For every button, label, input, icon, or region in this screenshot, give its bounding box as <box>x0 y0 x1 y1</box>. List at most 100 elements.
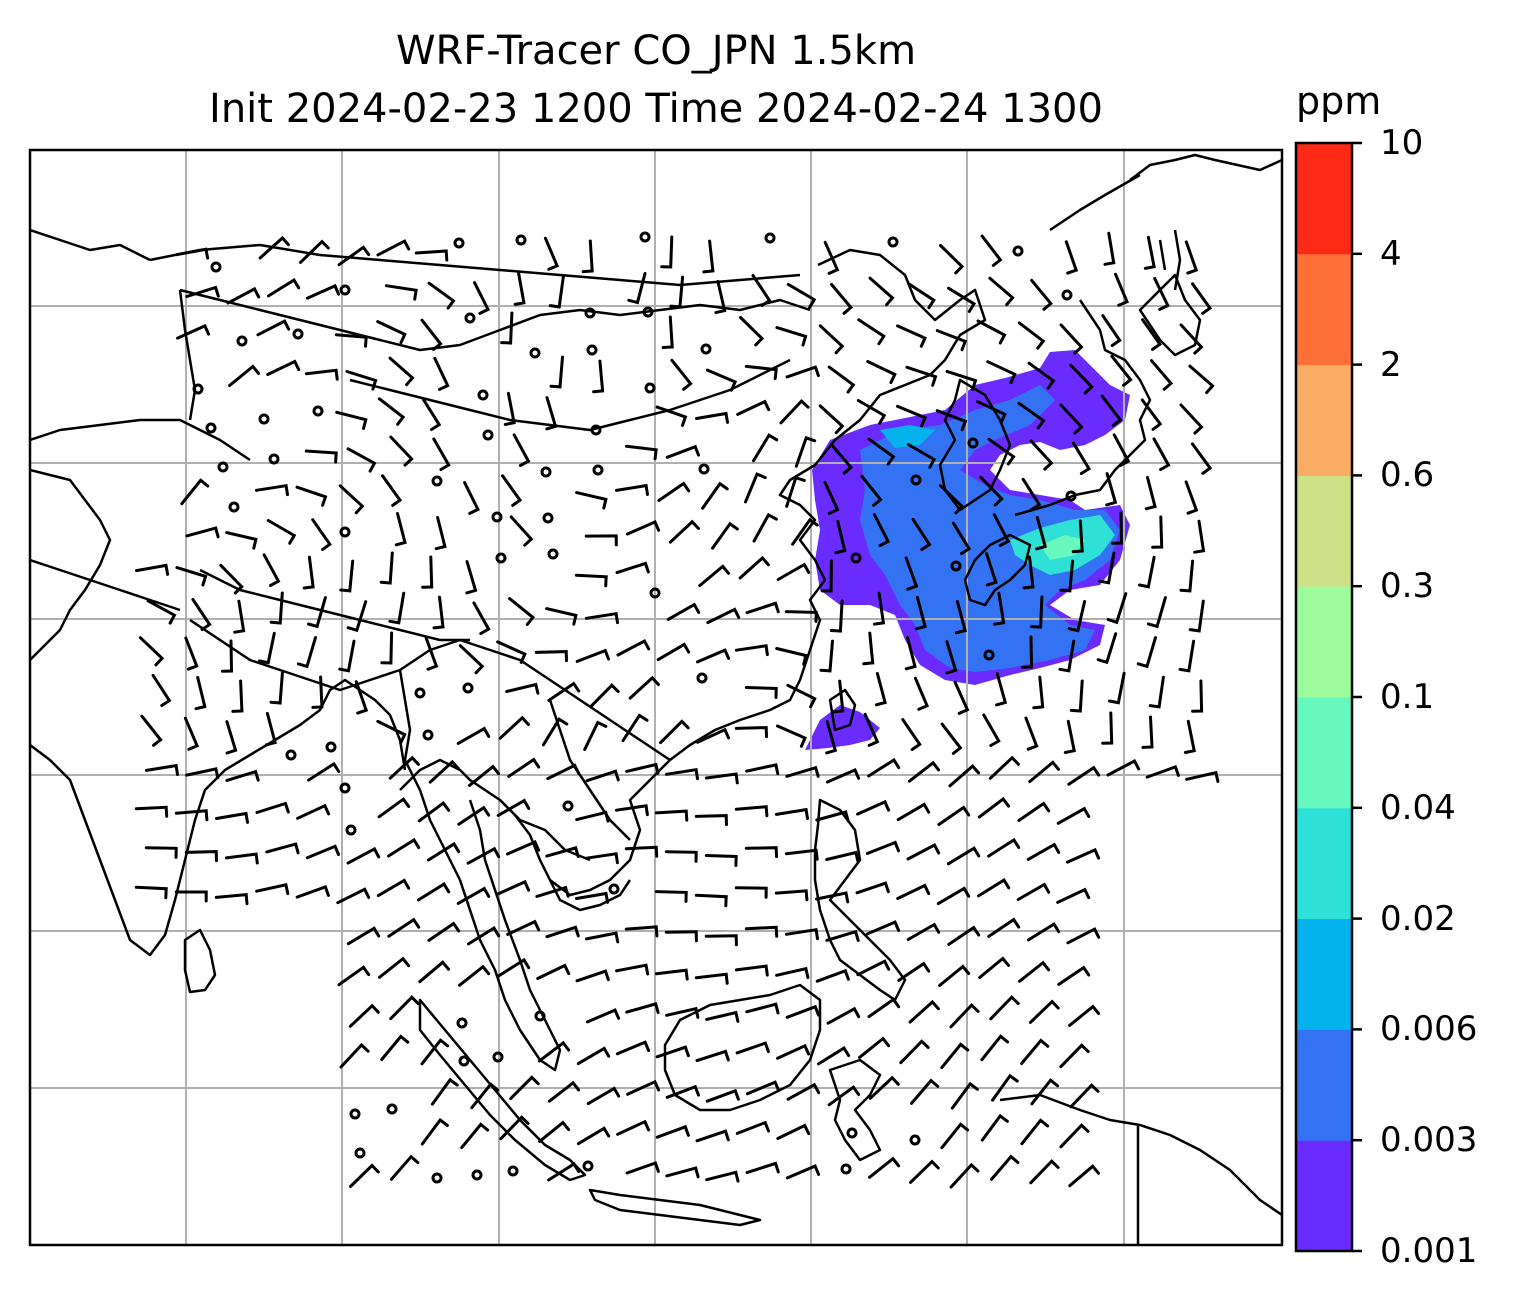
wind-barb <box>615 1040 651 1056</box>
calm-marker <box>491 511 503 523</box>
calm-marker <box>698 463 710 475</box>
coast-russia-east <box>1049 173 1182 291</box>
colorbar-segment <box>1296 1029 1352 1141</box>
wind-barb <box>1030 278 1053 311</box>
border-inner-china <box>349 358 791 432</box>
wind-barb <box>897 961 931 982</box>
wind-barb <box>501 474 523 507</box>
calm-marker <box>345 824 357 836</box>
wind-barb <box>296 803 331 820</box>
wind-barb <box>817 1046 851 1066</box>
map-frame <box>28 148 1284 1247</box>
wind-barb <box>665 1166 700 1179</box>
wind-barb <box>458 964 491 987</box>
wind-barb <box>705 1170 740 1183</box>
wind-barb <box>938 484 965 515</box>
wind-barb <box>1188 364 1215 395</box>
wind-barb <box>947 925 981 946</box>
wind-barb <box>231 679 244 713</box>
wind-barb <box>1178 639 1196 673</box>
border-china-west <box>30 418 251 462</box>
calm-marker <box>453 237 465 249</box>
wind-barb <box>307 761 341 782</box>
wind-barb <box>786 683 817 709</box>
wind-barb <box>513 271 526 306</box>
wind-barb <box>696 727 731 744</box>
wind-barb <box>1022 555 1035 590</box>
wind-barb <box>862 631 875 666</box>
coast-india-east <box>30 738 276 957</box>
wind-barb <box>311 518 332 551</box>
wind-barb <box>377 797 411 819</box>
coast-taiwan <box>828 688 857 732</box>
wind-barb <box>977 796 1011 819</box>
calm-marker <box>584 307 596 319</box>
wind-barb <box>184 636 199 671</box>
wind-barb <box>498 715 530 740</box>
calm-marker <box>386 1103 398 1115</box>
wind-barb <box>496 640 527 664</box>
wind-barb <box>1110 354 1133 387</box>
wind-barb <box>585 931 620 944</box>
wind-barb <box>264 712 277 747</box>
colorbar-tick-label: 0.02 <box>1380 898 1456 939</box>
wind-barb <box>860 474 883 507</box>
wind-barb <box>151 673 172 707</box>
wind-barb <box>976 400 1007 424</box>
wind-barb <box>776 1043 811 1060</box>
coast-sumatra <box>418 998 587 1182</box>
wind-barb <box>954 600 967 635</box>
wind-barb <box>659 719 690 745</box>
wind-barb <box>735 1041 770 1055</box>
title-line-2: Init 2024-02-23 1200 Time 2024-02-24 130… <box>209 86 1103 132</box>
wind-barb <box>1030 1078 1060 1106</box>
calm-marker <box>592 464 604 476</box>
wind-barb <box>339 1042 370 1069</box>
wind-barb <box>1024 716 1039 751</box>
calm-marker <box>909 1134 921 1146</box>
wind-barb <box>896 883 931 900</box>
wind-barb <box>225 531 258 550</box>
calm-marker <box>268 453 280 465</box>
wind-barb <box>736 399 771 416</box>
wind-barb <box>215 811 249 824</box>
wind-barb <box>1101 314 1122 347</box>
wind-barb <box>537 1040 571 1063</box>
calm-marker <box>456 1017 468 1029</box>
wind-barb <box>547 1161 581 1182</box>
wind-barbs <box>134 231 1220 1189</box>
wind-barb <box>305 844 340 860</box>
wind-barb <box>1138 555 1156 589</box>
wind-barb <box>776 724 807 748</box>
wind-barb <box>624 444 658 461</box>
calm-marker <box>700 343 712 355</box>
wind-barb <box>306 283 341 300</box>
wind-barb <box>694 972 729 985</box>
wind-barb <box>547 1080 581 1103</box>
wind-barb <box>825 720 838 755</box>
wind-barb <box>907 282 936 310</box>
wind-barb <box>856 799 891 816</box>
wind-barb <box>134 805 169 818</box>
wind-barb <box>225 769 260 782</box>
wind-barb <box>624 925 659 938</box>
wind-barb <box>503 391 516 426</box>
wind-barb <box>734 886 768 899</box>
calm-marker <box>515 234 527 246</box>
wind-barb <box>546 763 581 781</box>
wind-barb <box>420 318 443 351</box>
wind-barb <box>868 1156 901 1179</box>
wind-barb <box>180 478 210 506</box>
wind-barb <box>377 397 406 426</box>
wind-barb <box>901 718 922 751</box>
calm-marker <box>639 231 651 243</box>
wind-barb <box>785 1004 820 1019</box>
wind-barb <box>627 272 647 305</box>
wind-barb <box>420 1038 450 1066</box>
border-china-mongolia <box>179 288 811 352</box>
calm-marker <box>1065 490 1077 502</box>
wind-barb <box>705 1010 740 1023</box>
wind-barb <box>695 1049 730 1063</box>
wind-barb <box>1059 1043 1090 1069</box>
wind-barb <box>744 472 767 504</box>
